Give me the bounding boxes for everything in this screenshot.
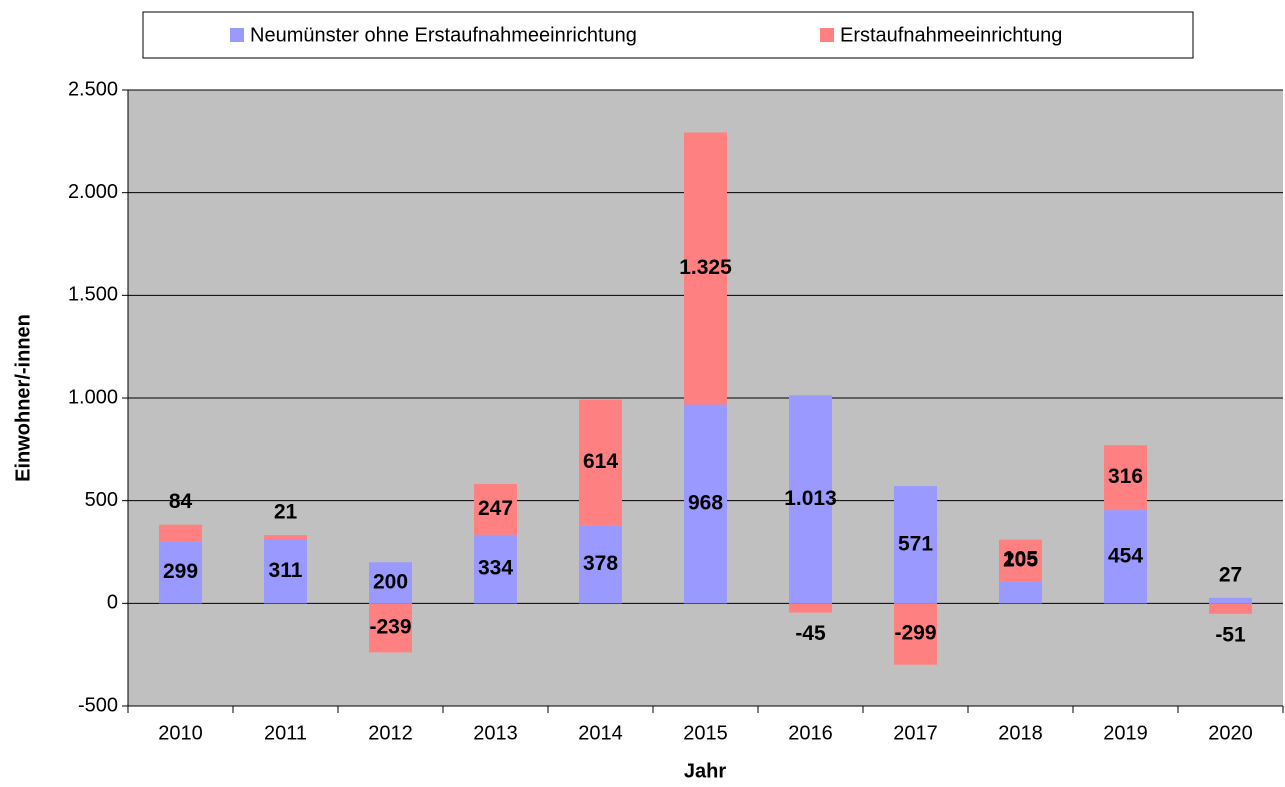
x-axis-label: Jahr (684, 760, 726, 782)
data-label: -239 (369, 615, 411, 638)
y-tick-label: 0 (107, 592, 118, 614)
x-tick-label: 2016 (788, 722, 833, 744)
bar-segment (159, 541, 202, 604)
bar-segment (579, 525, 622, 604)
data-label: 299 (163, 560, 198, 583)
x-tick-label: 2015 (683, 722, 728, 744)
legend-label: Neumünster ohne Erstaufnahmeeinrichtung (250, 24, 637, 46)
bar-segment (369, 603, 412, 653)
data-label: 200 (373, 570, 408, 593)
bar-segment (684, 132, 727, 405)
bar-segment (1104, 510, 1147, 604)
legend-swatch (230, 28, 244, 42)
data-label: 205 (1003, 548, 1038, 571)
bar-segment (999, 539, 1042, 582)
data-label: 454 (1108, 544, 1143, 567)
data-label: -45 (795, 622, 826, 645)
bar-segment (1209, 603, 1252, 614)
data-label: 247 (478, 497, 513, 520)
y-tick-label: 2.000 (68, 181, 118, 203)
y-tick-label: -500 (78, 694, 118, 716)
bar-segment (1209, 597, 1252, 604)
y-tick-label: 1.500 (68, 284, 118, 306)
legend-box (142, 11, 1194, 59)
data-label: 1.013 (784, 487, 837, 510)
legend-label: Erstaufnahmeeinrichtung (840, 24, 1062, 46)
bar-segment (264, 535, 307, 540)
data-label: 334 (478, 557, 513, 580)
data-label: 571 (898, 532, 933, 555)
x-tick-label: 2010 (158, 722, 203, 744)
y-axis-label: Einwohner/-innen (12, 314, 34, 482)
data-label: 27 (1219, 563, 1242, 586)
data-label: 84 (169, 490, 193, 513)
data-label: -299 (894, 622, 936, 645)
bar-segment (894, 603, 937, 665)
bar-segment (894, 486, 937, 604)
data-label: -51 (1215, 623, 1246, 646)
y-tick-label: 1.000 (68, 386, 118, 408)
x-tick-label: 2014 (578, 722, 623, 744)
data-label: 311 (269, 559, 303, 582)
data-label: 614 (583, 450, 618, 473)
bar-segment (474, 534, 517, 604)
x-tick-label: 2018 (998, 722, 1043, 744)
bar-segment (474, 484, 517, 535)
bar-segment (684, 404, 727, 604)
x-tick-label: 2013 (473, 722, 518, 744)
data-label: 968 (688, 491, 723, 514)
bar-segment (1104, 445, 1147, 511)
data-label: 1.325 (679, 256, 732, 279)
y-tick-label: 2.500 (68, 78, 118, 100)
bar-segment (579, 399, 622, 526)
bar-segment (264, 539, 307, 604)
bar-segment (159, 524, 202, 542)
x-tick-label: 2017 (893, 722, 938, 744)
x-tick-label: 2011 (264, 722, 307, 744)
bar-segment (999, 581, 1042, 604)
x-tick-label: 2020 (1208, 722, 1253, 744)
data-label: 105 (1003, 547, 1038, 570)
legend-swatch (820, 28, 834, 42)
data-label: 21 (274, 501, 298, 524)
bar-segment (789, 395, 832, 604)
data-label: 378 (583, 552, 618, 575)
x-tick-label: 2012 (368, 722, 413, 744)
bar-segment (369, 562, 412, 604)
bar-segment (789, 603, 832, 613)
y-tick-label: 500 (85, 489, 118, 511)
x-tick-label: 2019 (1103, 722, 1148, 744)
data-label: 316 (1108, 465, 1143, 488)
